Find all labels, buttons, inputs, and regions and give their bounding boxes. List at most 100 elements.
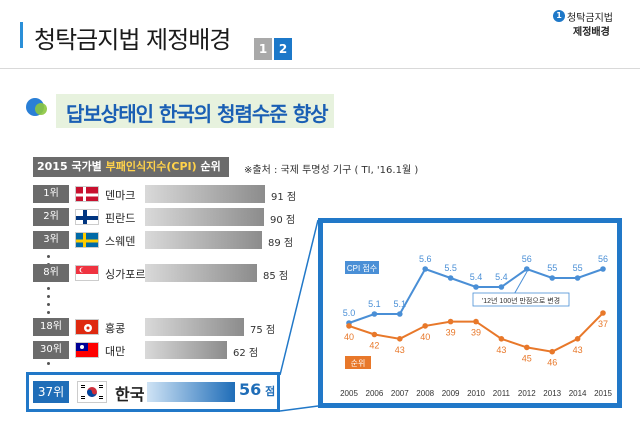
cpi-score-point (447, 275, 454, 281)
country-name: 덴마크 (105, 189, 136, 202)
rank-data-label: 43 (573, 345, 583, 355)
korea-rank-tag: 37위 (33, 381, 69, 403)
rank-tag: 18위 (33, 318, 69, 336)
cpi-score-data-label: 56 (522, 254, 532, 264)
annotation-leader (514, 271, 528, 294)
rank-point (346, 323, 352, 329)
country-name: 홍콩 (105, 322, 126, 335)
corner-section-title: 청탁금지법 (567, 13, 613, 24)
section-title: 답보상태인 한국의 청렴수준 향상 (66, 102, 328, 126)
x-tick-label: 2010 (467, 389, 485, 398)
country-name: 스웨덴 (105, 235, 136, 248)
section-heading-box (56, 94, 334, 128)
rank-legend-box (345, 356, 371, 369)
page-2-button[interactable]: 2 (274, 38, 292, 60)
rank-point (498, 336, 505, 342)
rank-data-label: 45 (522, 353, 532, 363)
cpi-score-data-label: 5.4 (495, 272, 508, 282)
hongkong-flag-icon (75, 319, 99, 335)
score-bar (145, 208, 264, 226)
ellipsis-dots (47, 287, 50, 319)
corner-section-badge: 1 (553, 10, 565, 22)
x-tick-label: 2013 (543, 389, 561, 398)
cpi-score-point (524, 266, 530, 272)
country-name: 싱가포르 (105, 268, 146, 281)
rank-tag: 2위 (33, 208, 69, 226)
cpi-legend-label: CPI 점수 (347, 263, 377, 273)
rank-point (371, 331, 378, 338)
korea-score-number: 56 (239, 380, 262, 399)
x-tick-label: 2012 (518, 389, 536, 398)
finland-flag-icon (75, 209, 99, 225)
ranking-row: 3위 스웨덴 89 점 (33, 231, 303, 249)
page-1-button[interactable]: 1 (254, 38, 272, 60)
ranking-row: 1위 덴마크 91 점 (33, 185, 303, 203)
cpi-score-data-label: 56 (598, 254, 608, 264)
rank-data-label: 40 (420, 332, 430, 342)
ranking-row: 30위 대만 62 점 (33, 341, 303, 359)
ranking-header: 2015 국가별 부패인식지수(CPI) 순위 (33, 157, 229, 177)
korea-score-unit: 점 (261, 385, 276, 398)
cpi-trend-chart: 5.0 5.1 5.1 5.6 5.5 5.4 5.4 56 55 55 56 40 42 43 40 39 3… (340, 254, 612, 398)
cpi-score-data-label: 5.6 (419, 254, 432, 264)
rank-legend-label: 순위 (351, 359, 366, 368)
score-label: 90 점 (270, 215, 296, 226)
source-note: ※출처 : 국제 투명성 기구 ( TI, '16.1월 ) (244, 165, 419, 176)
ranking-header-suffix: 순위 (196, 160, 221, 173)
cpi-score-point (422, 266, 428, 272)
rank-point (600, 310, 606, 316)
rank-tag: 3위 (33, 231, 69, 249)
score-bar (145, 185, 265, 203)
x-tick-label: 2011 (493, 389, 511, 398)
x-tick-label: 2006 (366, 389, 384, 398)
cpi-trend-chart-panel: 5.0 5.1 5.1 5.6 5.5 5.4 5.4 56 55 55 56 40 42 43 40 39 3… (318, 218, 622, 408)
cpi-score-point (574, 275, 581, 281)
x-tick-label: 2005 (340, 389, 358, 398)
sweden-flag-icon (75, 232, 99, 248)
cpi-score-point (549, 275, 555, 281)
rank-data-label: 40 (344, 332, 354, 342)
rank-point (574, 336, 581, 342)
ranking-header-prefix: 2015 국가별 (37, 160, 106, 173)
rank-point (473, 318, 479, 325)
score-label: 75 점 (250, 325, 276, 336)
ranking-header-highlight: 부패인식지수(CPI) (105, 160, 197, 173)
score-label: 91 점 (271, 192, 297, 203)
cpi-score-data-label: 55 (547, 263, 557, 273)
annotation-box (472, 292, 570, 307)
rank-data-label: 39 (446, 328, 456, 338)
korea-flag-icon (77, 381, 107, 403)
cpi-score-point (473, 284, 479, 290)
rank-data-label: 46 (547, 358, 557, 368)
rank-tag: 30위 (33, 341, 69, 359)
cpi-score-data-label: 5.4 (470, 272, 483, 282)
denmark-flag-icon (75, 186, 99, 202)
cpi-score-data-label: 5.1 (368, 299, 381, 309)
country-name: 핀란드 (105, 212, 136, 225)
singapore-flag-icon (75, 265, 99, 281)
score-bar (145, 341, 227, 359)
ranking-row: 18위 홍콩 75 점 (33, 318, 303, 336)
rank-data-label: 43 (395, 345, 405, 355)
score-bar (145, 231, 262, 249)
cpi-score-point (397, 311, 403, 317)
header-divider (0, 68, 640, 69)
x-tick-label: 2015 (594, 389, 612, 398)
country-name: 대만 (105, 345, 126, 358)
bullet-accent-icon (35, 103, 47, 115)
rank-data-label: 43 (496, 345, 506, 355)
x-tick-label: 2007 (391, 389, 409, 398)
score-label: 85 점 (263, 271, 289, 282)
rank-point (524, 344, 530, 351)
x-tick-label: 2008 (416, 389, 434, 398)
corner-section-subtitle: 제정배경 (573, 27, 610, 38)
annotation-text: '12년 100년 만점으로 변경 (482, 296, 560, 305)
ellipsis-dots (47, 362, 50, 370)
rank-data-label: 42 (369, 341, 379, 351)
x-tick-label: 2009 (442, 389, 460, 398)
x-tick-label: 2014 (569, 389, 587, 398)
cpi-score-data-label: 5.0 (343, 308, 356, 318)
korea-score-bar (147, 382, 235, 402)
cpi-legend-box (345, 261, 379, 274)
cpi-score-point (498, 284, 505, 290)
